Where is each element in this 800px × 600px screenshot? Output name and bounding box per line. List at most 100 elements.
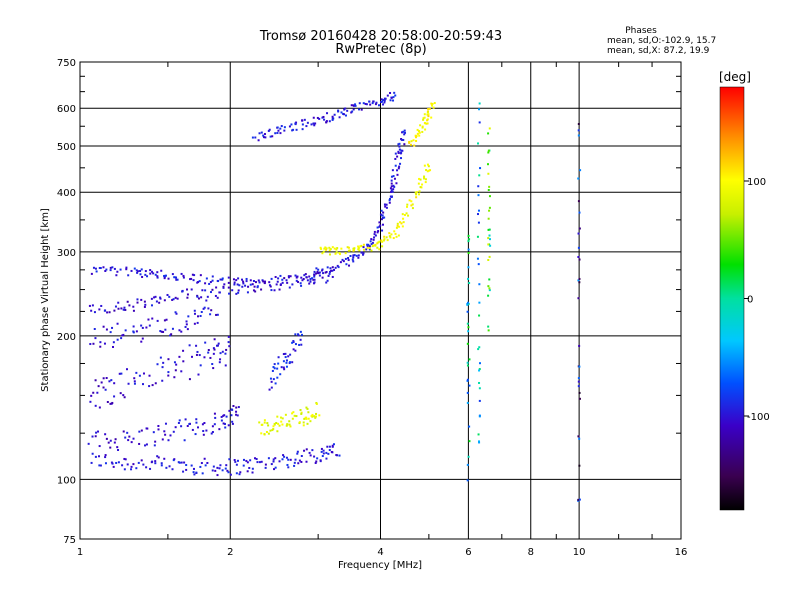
- echo-point: [206, 461, 209, 464]
- echo-point: [132, 325, 135, 328]
- echo-point: [173, 458, 176, 461]
- echo-point: [316, 271, 319, 274]
- echo-point: [227, 341, 230, 344]
- echo-point: [99, 267, 102, 270]
- echo-point: [225, 348, 228, 351]
- echo-point: [180, 330, 183, 333]
- echo-point: [579, 169, 582, 172]
- echo-point: [577, 232, 580, 235]
- echo-point: [257, 139, 260, 142]
- echo-point: [291, 341, 294, 344]
- echo-point: [192, 467, 195, 470]
- echo-point: [262, 134, 265, 137]
- echo-point: [578, 397, 581, 400]
- echo-point: [104, 269, 107, 272]
- echo-point: [217, 342, 220, 345]
- echo-point: [256, 461, 259, 464]
- echo-point: [269, 377, 272, 380]
- echo-point: [228, 458, 231, 461]
- echo-point: [215, 313, 218, 316]
- echo-point: [114, 305, 117, 308]
- echo-point: [415, 139, 418, 142]
- echo-point: [216, 313, 219, 316]
- echo-point: [384, 205, 387, 208]
- echo-point: [301, 279, 304, 282]
- echo-point: [406, 205, 409, 208]
- echo-point: [578, 437, 581, 440]
- echo-point: [163, 276, 166, 279]
- echo-point: [427, 115, 430, 118]
- echo-point: [390, 195, 393, 198]
- echo-point: [335, 248, 338, 251]
- echo-point: [193, 322, 196, 325]
- echo-point: [410, 140, 413, 143]
- echo-point: [467, 248, 470, 251]
- echo-point: [374, 103, 377, 106]
- echo-point: [336, 454, 339, 457]
- echo-point: [322, 115, 325, 118]
- echo-point: [149, 272, 152, 275]
- echo-point: [296, 452, 299, 455]
- echo-point: [367, 243, 370, 246]
- echo-point: [227, 281, 230, 284]
- echo-point: [190, 288, 193, 291]
- echo-point: [426, 163, 429, 166]
- echo-point: [228, 409, 231, 412]
- echo-point: [392, 237, 395, 240]
- echo-point: [374, 244, 377, 247]
- echo-point: [277, 277, 280, 280]
- echo-point: [360, 251, 363, 254]
- echo-point: [313, 455, 316, 458]
- echo-point: [183, 461, 186, 464]
- echo-point: [88, 304, 91, 307]
- echo-point: [117, 307, 120, 310]
- echo-point: [246, 461, 249, 464]
- echo-point: [292, 411, 295, 414]
- echo-point: [398, 145, 401, 148]
- echo-point: [318, 117, 321, 120]
- echo-point: [578, 211, 581, 214]
- echo-point: [328, 272, 331, 275]
- echo-point: [478, 387, 481, 390]
- echo-point: [362, 102, 365, 105]
- echo-point: [261, 279, 264, 282]
- echo-point: [173, 376, 176, 379]
- echo-point: [415, 135, 418, 138]
- echo-point: [117, 448, 120, 451]
- echo-point: [394, 164, 397, 167]
- echo-point: [205, 277, 208, 280]
- echo-point: [201, 472, 204, 475]
- echo-point: [487, 149, 490, 152]
- echo-point: [332, 443, 335, 446]
- echo-point: [237, 277, 240, 280]
- echo-point: [380, 209, 383, 212]
- echo-point: [319, 459, 322, 462]
- echo-point: [352, 108, 355, 111]
- echo-point: [377, 230, 380, 233]
- echo-point: [130, 441, 133, 444]
- echo-point: [248, 466, 251, 469]
- echo-point: [400, 157, 403, 160]
- echo-point: [271, 135, 274, 138]
- echo-point: [222, 422, 225, 425]
- echo-point: [233, 281, 236, 284]
- echo-point: [204, 341, 207, 344]
- echo-point: [278, 460, 281, 463]
- echo-point: [122, 333, 125, 336]
- echo-point: [275, 283, 278, 286]
- echo-point: [351, 110, 354, 113]
- echo-point: [466, 391, 469, 394]
- echo-point: [352, 260, 355, 263]
- echo-point: [199, 274, 202, 277]
- echo-point: [577, 177, 580, 180]
- echo-point: [312, 278, 315, 281]
- echo-point: [411, 207, 414, 210]
- echo-point: [478, 283, 481, 286]
- echo-point: [304, 273, 307, 276]
- echo-point: [362, 253, 365, 256]
- echo-point: [292, 340, 295, 343]
- echo-point: [288, 423, 291, 426]
- echo-point: [377, 241, 380, 244]
- echo-point: [306, 279, 309, 282]
- echo-point: [212, 465, 215, 468]
